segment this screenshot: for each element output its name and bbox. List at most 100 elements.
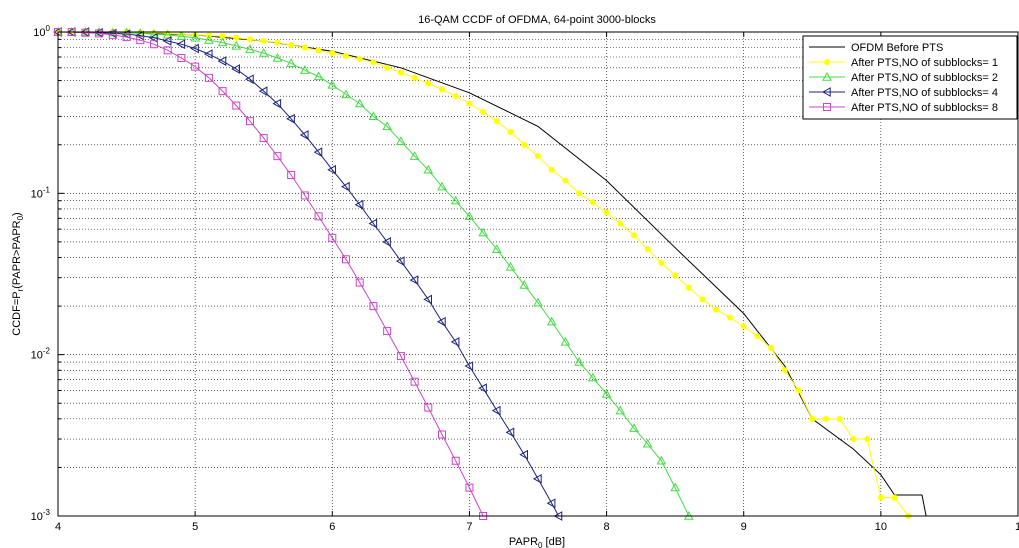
data-point xyxy=(642,438,653,448)
data-point xyxy=(231,40,242,50)
x-axis-label-main: PAPR xyxy=(509,536,538,548)
series-4 xyxy=(52,27,563,521)
data-point xyxy=(699,296,706,303)
data-point xyxy=(260,37,267,44)
data-point xyxy=(217,37,228,47)
y-tick-label: 10-1 xyxy=(31,185,51,200)
data-point xyxy=(425,80,432,87)
data-point xyxy=(81,28,90,37)
data-point xyxy=(464,211,475,221)
data-point xyxy=(836,415,843,422)
data-point xyxy=(272,52,283,62)
data-point xyxy=(203,49,213,59)
data-point xyxy=(135,30,144,41)
data-point xyxy=(191,62,200,71)
data-point xyxy=(287,170,296,179)
data-point xyxy=(644,246,651,253)
y-axis-label-main: CCDF=P xyxy=(11,291,23,335)
data-point xyxy=(246,117,254,126)
data-point xyxy=(231,64,240,74)
data-point xyxy=(480,108,487,115)
y-tick-base: 10 xyxy=(31,350,43,362)
data-point xyxy=(368,218,378,229)
data-point xyxy=(382,237,391,247)
series-line xyxy=(58,31,690,517)
data-point xyxy=(685,284,692,291)
data-point xyxy=(301,44,308,51)
y-tick-exponent: -2 xyxy=(43,347,51,356)
data-point xyxy=(519,449,528,460)
data-point xyxy=(713,306,720,313)
data-point xyxy=(423,164,434,174)
data-point xyxy=(740,323,747,330)
y-tick-base: 10 xyxy=(33,27,45,39)
data-point xyxy=(299,130,309,140)
data-point xyxy=(507,128,514,135)
data-point xyxy=(452,93,459,100)
series-5 xyxy=(54,28,488,520)
legend-entry: After PTS,NO of subblocks= 4 xyxy=(809,87,998,99)
y-tick-label: 10-3 xyxy=(31,508,51,523)
data-point xyxy=(178,31,185,38)
data-point xyxy=(258,86,268,96)
data-point xyxy=(546,498,556,509)
data-point xyxy=(232,101,241,110)
series-line xyxy=(58,31,484,517)
data-point xyxy=(560,336,571,346)
y-tick-base: 10 xyxy=(31,188,43,200)
data-point xyxy=(190,43,199,54)
data-point xyxy=(492,244,502,253)
legend-label: After PTS,NO of subblocks= 4 xyxy=(851,87,998,99)
data-point xyxy=(411,74,418,81)
series-3 xyxy=(53,26,694,520)
y-axis-label: CCDF=Pr(PAPR>PAPR0) xyxy=(11,212,25,335)
data-point xyxy=(204,73,213,82)
data-point xyxy=(823,415,829,422)
data-point xyxy=(601,389,612,398)
data-point xyxy=(891,494,898,501)
y-tick-label: 10-2 xyxy=(31,347,51,362)
data-point xyxy=(532,473,542,484)
data-point xyxy=(343,52,349,59)
legend-entry: After PTS,NO of subblocks= 1 xyxy=(809,57,998,69)
data-point xyxy=(491,405,501,416)
data-point xyxy=(658,259,665,266)
legend-entry: After PTS,NO of subblocks= 8 xyxy=(809,102,998,114)
data-point xyxy=(478,227,488,237)
data-point xyxy=(505,261,516,271)
x-axis-label: PAPR0 [dB] xyxy=(509,536,565,548)
data-point xyxy=(424,403,433,412)
data-point xyxy=(877,494,884,501)
y-axis-label-mid: (PAPR>PAPR xyxy=(11,220,23,288)
data-point xyxy=(95,29,104,38)
data-point xyxy=(300,191,309,200)
data-point xyxy=(410,377,419,386)
x-axis-label-tail: [dB] xyxy=(542,536,565,548)
chart-title: 16-QAM CCDF of OFDMA, 64-point 3000-bloc… xyxy=(418,14,656,26)
data-point xyxy=(342,255,350,264)
x-tick-label: 8 xyxy=(604,521,610,533)
data-point xyxy=(162,29,173,39)
data-point xyxy=(259,134,268,143)
data-point xyxy=(533,297,543,307)
data-point xyxy=(151,29,157,36)
data-point xyxy=(576,190,583,197)
data-point xyxy=(274,39,281,46)
data-point xyxy=(395,256,405,266)
data-point xyxy=(438,430,446,439)
data-point xyxy=(464,361,474,371)
data-point xyxy=(272,98,282,109)
data-point xyxy=(315,47,322,54)
data-point xyxy=(436,316,446,327)
data-point xyxy=(809,415,816,422)
data-point xyxy=(328,233,337,242)
data-point xyxy=(288,42,295,49)
legend-marker xyxy=(821,87,831,97)
data-point xyxy=(548,166,555,173)
series-layer xyxy=(52,26,927,521)
data-point xyxy=(396,136,406,146)
data-point xyxy=(300,65,310,74)
data-point xyxy=(519,280,530,289)
legend-entry: After PTS,NO of subblocks= 2 xyxy=(809,71,998,84)
